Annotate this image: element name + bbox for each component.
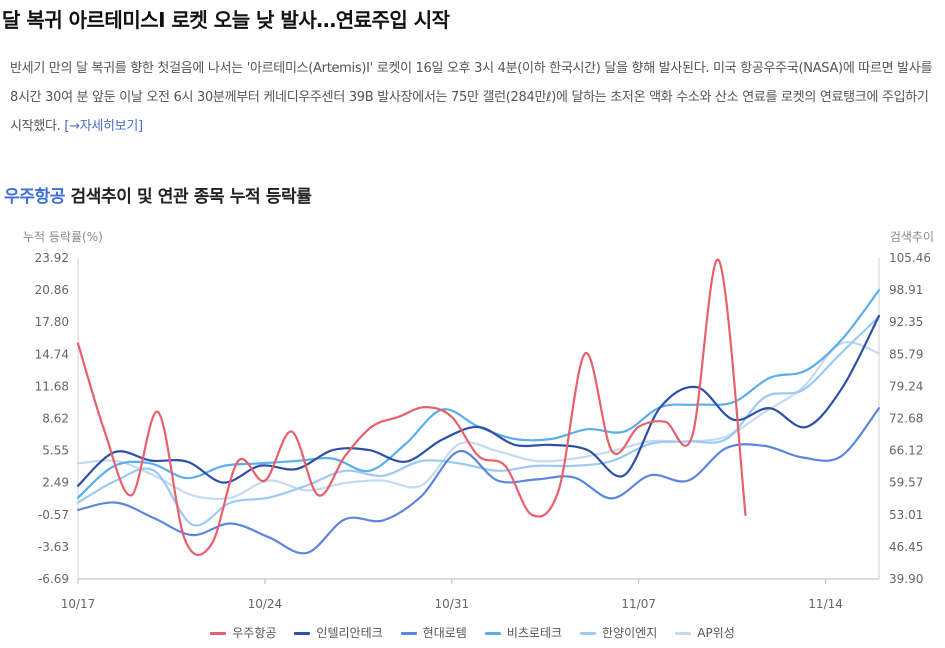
left-tick-label: 2.49	[42, 476, 69, 490]
right-tick-label: 79.24	[889, 379, 923, 393]
legend-label: AP위성	[697, 626, 735, 640]
left-tick-label: 23.92	[35, 251, 69, 265]
section-title-accent: 우주항공	[4, 187, 65, 207]
legend-item[interactable]: 한양이엔지	[580, 624, 657, 641]
legend-swatch	[210, 632, 227, 635]
legend-label: 비츠로테크	[506, 626, 563, 640]
section-title: 우주항공 검색추이 및 연관 종목 누적 등락률	[4, 182, 312, 207]
legend-label: 우주항공	[232, 626, 277, 640]
legend-swatch	[400, 632, 417, 635]
right-tick-label: 59.57	[889, 476, 923, 490]
right-tick-label: 92.35	[889, 315, 923, 329]
left-tick-label: 11.68	[35, 379, 69, 393]
right-tick-label: 72.68	[889, 412, 923, 426]
headline: 달 복귀 아르테미스Ⅰ 로켓 오늘 낮 발사…연료주입 시작	[2, 8, 450, 32]
legend-item[interactable]: 인텔리안테크	[294, 624, 383, 641]
series-line-0	[76, 258, 747, 557]
left-tick-label: -3.63	[38, 540, 69, 554]
x-tick-label: 10/24	[248, 597, 283, 611]
right-tick-label: 53.01	[889, 508, 923, 522]
section-title-text: 검색추이 및 연관 종목 누적 등락률	[64, 187, 312, 207]
read-more-link[interactable]: [→자세히보기]	[64, 119, 143, 134]
series-line-5	[76, 341, 881, 501]
right-tick-label: 98.91	[889, 283, 923, 297]
right-tick-label: 105.46	[889, 251, 931, 265]
search-trend-chart: 누적 등락률(%) 검색추이 23.92 105.46 20.86 98.91 17.8…	[23, 230, 934, 611]
legend-label: 인텔리안테크	[316, 626, 383, 640]
article-body: 반세기 만의 달 복귀를 향한 첫걸음에 나서는 '아르테미스(Artemis)…	[10, 54, 940, 141]
x-tick-label: 11/14	[808, 597, 843, 611]
left-tick-label: 20.86	[35, 283, 69, 297]
series-line-1	[76, 314, 881, 487]
left-tick-label: 14.74	[35, 347, 69, 361]
legend-swatch	[580, 632, 597, 635]
right-axis-title: 검색추이	[890, 230, 934, 244]
chart-legend: 우주항공 인텔리안테크 현대로템 비츠로테크 한양이엔지 AP위성	[0, 624, 945, 641]
x-tick-label: 11/07	[621, 597, 656, 611]
legend-item[interactable]: 현대로템	[400, 624, 467, 641]
left-tick-label: -6.69	[38, 572, 69, 586]
series-line-4	[76, 315, 881, 527]
series-line-2	[76, 407, 881, 555]
right-tick-label: 39.90	[889, 572, 923, 586]
right-tick-label: 66.12	[889, 444, 923, 458]
x-tick-label: 10/31	[435, 597, 470, 611]
legend-swatch	[675, 632, 692, 635]
legend-item[interactable]: 비츠로테크	[484, 624, 563, 641]
legend-swatch	[484, 632, 501, 635]
legend-swatch	[294, 632, 311, 635]
legend-label: 한양이엔지	[602, 626, 658, 640]
left-tick-label: 17.80	[35, 315, 69, 329]
legend-item[interactable]: AP위성	[675, 624, 735, 641]
right-tick-label: 85.79	[889, 347, 923, 361]
legend-item[interactable]: 우주항공	[210, 624, 276, 641]
left-tick-label: 5.55	[42, 444, 69, 458]
left-tick-label: 8.62	[42, 412, 69, 426]
article-text: 반세기 만의 달 복귀를 향한 첫걸음에 나서는 '아르테미스(Artemis)…	[10, 61, 933, 134]
x-tick-label: 10/17	[61, 597, 96, 611]
left-tick-label: -0.57	[38, 508, 69, 522]
legend-label: 현대로템	[422, 626, 467, 640]
left-axis-title: 누적 등락률(%)	[23, 230, 103, 244]
right-tick-label: 46.45	[889, 540, 923, 554]
